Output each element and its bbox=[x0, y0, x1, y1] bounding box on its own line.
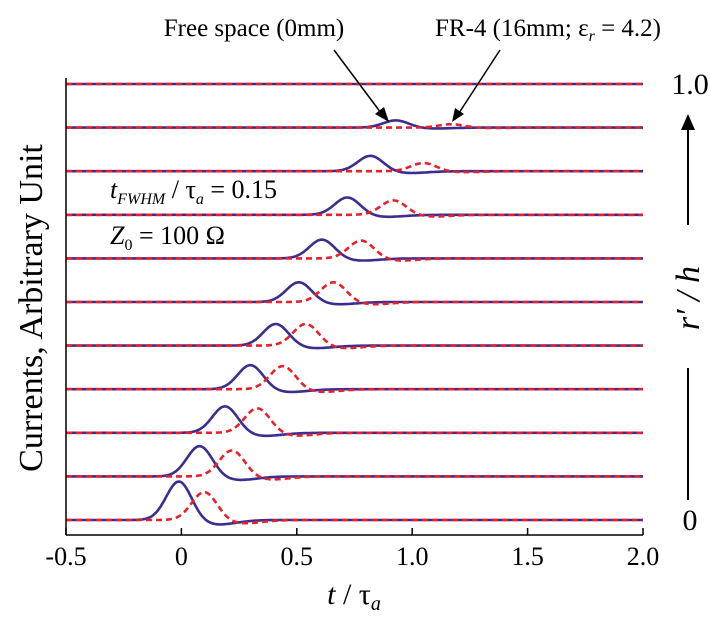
annotation-fr4-prefix: FR-4 (16mm; bbox=[435, 15, 578, 42]
x-axis-label-main: t bbox=[327, 578, 336, 611]
trace-fr4-0 bbox=[66, 490, 643, 525]
trace-free-space-7 bbox=[66, 196, 643, 219]
trace-fr4-5 bbox=[66, 281, 643, 306]
right-axis-bottom-label: 0 bbox=[683, 504, 698, 537]
annotation-pulse-fwhm: FWHM bbox=[116, 191, 167, 208]
annotation-pulse-width: tFWHM / τa = 0.15 bbox=[110, 175, 277, 208]
trace-free-space-0 bbox=[66, 480, 643, 526]
right-axis-arrowhead bbox=[681, 114, 695, 130]
right-axis-top-label: 1.0 bbox=[671, 68, 709, 101]
arrow-fr4-head bbox=[452, 108, 464, 122]
trace-fr4-1 bbox=[66, 449, 643, 481]
trace-fr4-8 bbox=[66, 161, 643, 174]
trace-free-space-2 bbox=[66, 405, 643, 438]
x-axis-label-sep: / τ bbox=[335, 578, 370, 611]
traces-group bbox=[66, 82, 643, 526]
annotation-fr4-suffix: = 4.2) bbox=[595, 15, 661, 42]
annotation-impedance: Z0 = 100 Ω bbox=[110, 221, 225, 254]
arrow-fr4-line bbox=[458, 49, 501, 114]
x-axis-label-sub: a bbox=[371, 593, 381, 615]
annotation-z0-z: Z bbox=[110, 221, 125, 250]
x-tick-label: 1.0 bbox=[396, 542, 429, 571]
annotation-fr4-eps-sub: r bbox=[589, 28, 596, 45]
x-tick-label: -0.5 bbox=[45, 542, 86, 571]
annotation-fr4-eps: ε bbox=[578, 15, 589, 42]
right-axis-label: r′ / h bbox=[670, 266, 707, 330]
annotation-pulse-t: t bbox=[110, 175, 118, 204]
y-axis-label: Currents, Arbitrary Unit bbox=[13, 144, 50, 472]
trace-free-space-3 bbox=[66, 363, 643, 394]
arrow-free-space-line bbox=[333, 49, 382, 114]
trace-fr4-2 bbox=[66, 406, 643, 437]
trace-fr4-4 bbox=[66, 322, 643, 350]
annotation-pulse-sep: / τ bbox=[165, 175, 196, 204]
x-tick-label: 2.0 bbox=[627, 542, 660, 571]
x-tick-label: 0 bbox=[175, 542, 188, 571]
x-axis-label: t / τa bbox=[327, 578, 381, 615]
x-ticks-group: -0.5 0 0.5 1.0 1.5 2.0 bbox=[45, 528, 659, 571]
x-tick-label: 1.5 bbox=[511, 542, 544, 571]
annotation-z0-sub: 0 bbox=[124, 237, 132, 254]
annotation-free-space: Free space (0mm) bbox=[164, 15, 344, 42]
trace-free-space-1 bbox=[66, 444, 643, 482]
annotation-z0-value: = 100 Ω bbox=[132, 221, 225, 250]
annotation-pulse-a: a bbox=[196, 191, 204, 208]
annotation-pulse-value: = 0.15 bbox=[204, 175, 277, 204]
arrow-free-space-head bbox=[375, 107, 389, 122]
trace-free-space-4 bbox=[66, 322, 643, 350]
trace-fr4-6 bbox=[66, 239, 643, 262]
trace-fr4-9 bbox=[66, 122, 643, 130]
x-tick-label: 0.5 bbox=[281, 542, 314, 571]
annotation-fr4: FR-4 (16mm; εr = 4.2) bbox=[435, 15, 661, 45]
